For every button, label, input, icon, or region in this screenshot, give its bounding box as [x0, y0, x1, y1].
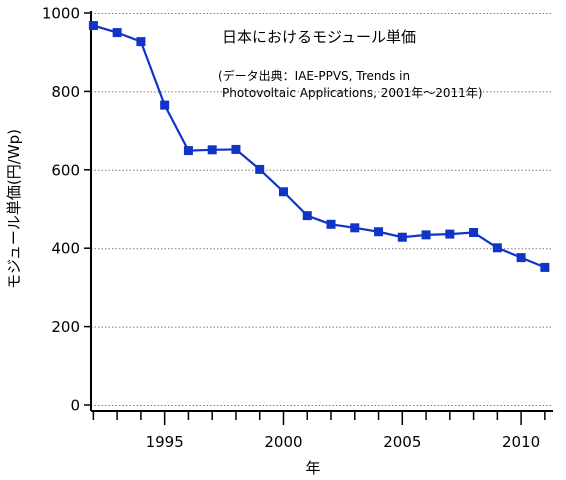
- x-tick-label-1995: 1995: [146, 433, 184, 451]
- data-point-2006: [421, 230, 431, 240]
- data-point-2010: [516, 253, 526, 263]
- data-point-2000: [278, 187, 288, 197]
- y-tick-label-600: 600: [51, 161, 80, 179]
- data-point-1995: [160, 100, 170, 110]
- y-tick-label-200: 200: [51, 318, 80, 336]
- data-point-2011: [540, 262, 550, 272]
- data-point-2002: [326, 219, 336, 229]
- x-tick-label-2005: 2005: [383, 433, 421, 451]
- axes: 0 200 400 600 800 1000 1995 2000 2005 2010: [42, 5, 553, 451]
- x-axis-title: 年: [305, 459, 320, 477]
- data-point-1992: [88, 21, 98, 31]
- data-point-2001: [302, 211, 312, 221]
- data-point-1994: [136, 37, 146, 47]
- data-point-1996: [183, 146, 193, 156]
- chart-title: 日本におけるモジュール単価: [222, 28, 416, 46]
- y-tick-label-1000: 1000: [42, 5, 80, 23]
- data-point-1999: [255, 164, 265, 174]
- chart-source-note-line-1: (データ出典：IAE-PPVS, Trends in: [218, 68, 410, 83]
- data-point-2003: [350, 223, 360, 233]
- x-tick-label-2000: 2000: [264, 433, 302, 451]
- data-point-1993: [112, 28, 122, 38]
- series-module-price: [88, 21, 550, 272]
- data-point-1997: [207, 145, 217, 155]
- y-axis-title: モジュール単価(円/Wp): [5, 129, 23, 289]
- x-tick-label-2010: 2010: [502, 433, 540, 451]
- data-point-2007: [445, 229, 455, 239]
- data-point-2009: [492, 243, 502, 253]
- data-point-2008: [469, 228, 479, 238]
- data-point-1998: [231, 144, 241, 154]
- y-tick-label-400: 400: [51, 240, 80, 258]
- data-point-2004: [374, 227, 384, 237]
- chart-source-note-line-2: Photovoltaic Applications, 2001年～2011年): [222, 86, 483, 100]
- y-tick-label-800: 800: [51, 83, 80, 101]
- y-tick-label-0: 0: [70, 397, 80, 415]
- data-point-2005: [397, 232, 407, 242]
